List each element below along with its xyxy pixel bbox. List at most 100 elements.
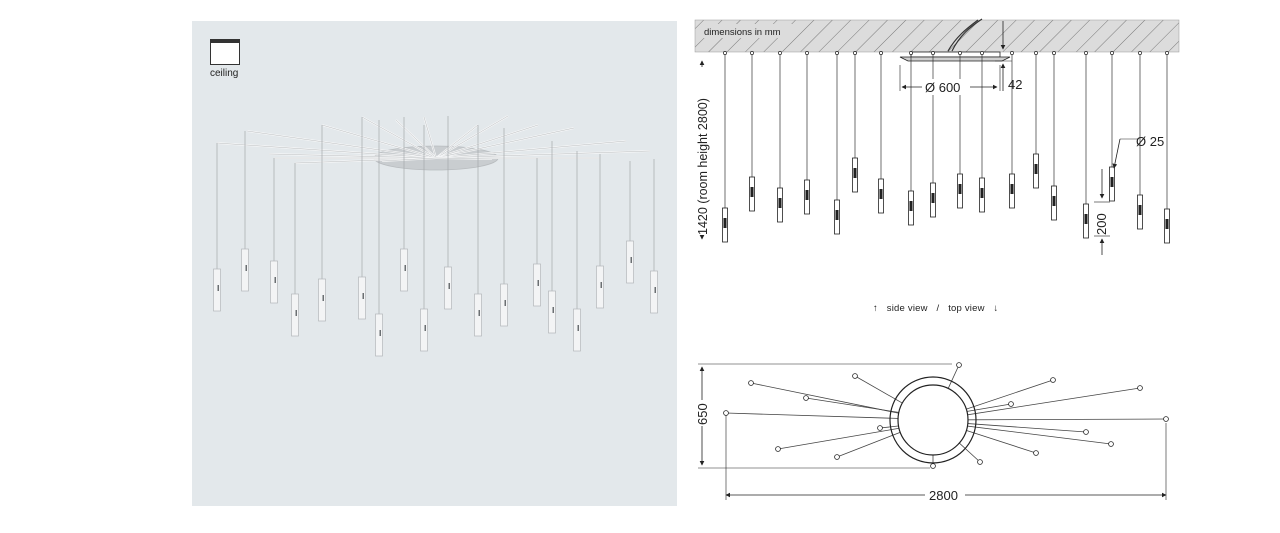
top-view-pendant-point [1008, 401, 1014, 407]
render-arm-edge [423, 116, 437, 159]
top-view-arm [939, 422, 1112, 445]
side-pendant-led [778, 198, 782, 208]
render-pendant-led [448, 283, 450, 289]
canopy-inner-ring [897, 384, 969, 456]
side-pendant-led [1034, 164, 1038, 174]
render-pendant-led [504, 300, 506, 306]
side-pendant-mount [958, 51, 962, 55]
top-view-pendant-point [877, 425, 883, 431]
top-view-pendant-point [834, 454, 840, 460]
top-view-label: top view [948, 303, 985, 314]
side-pendant-mount [1110, 51, 1114, 55]
side-pendant-mount [909, 51, 913, 55]
side-view-pendants [722, 51, 1170, 244]
ceiling-mount-badge: ceiling [210, 39, 240, 79]
ceiling-mount-label: ceiling [210, 68, 239, 79]
render-pendant [358, 276, 366, 320]
render-arm-edge [435, 140, 627, 159]
top-view-pendant-point [748, 380, 754, 386]
side-pendant-led [1165, 219, 1169, 229]
render-pendant-led [379, 330, 381, 336]
render-pendant [573, 308, 581, 352]
pendant-diameter-label: Ø 25 [1136, 134, 1164, 149]
top-view-pendant-point [1108, 441, 1114, 447]
side-pendant-mount [778, 51, 782, 55]
render-pendant [474, 293, 482, 337]
top-view-pendant-point [1033, 450, 1039, 456]
render-pendant [270, 260, 278, 304]
top-view-pendant-points [723, 362, 1169, 469]
canopy-side [899, 51, 1011, 62]
render-pendant-led [478, 310, 480, 316]
units-note-bg [700, 24, 792, 38]
render-arm-edge [435, 124, 539, 159]
render-arm-edge [268, 153, 437, 159]
side-pendant-led [980, 188, 984, 198]
render-pendant [444, 266, 452, 310]
render-arm-edge [435, 157, 493, 160]
top-view-pendant-point [930, 463, 936, 469]
power-cable [951, 18, 983, 52]
top-view-pendant-point [852, 373, 858, 379]
render-pendant-led [654, 287, 656, 293]
side-pendant-led [931, 193, 935, 203]
suspension-height-label: 1420 (room height 2800) [696, 98, 710, 235]
power-cable-2 [947, 19, 979, 52]
pendant-lamp-render [213, 115, 658, 357]
side-pendant-mount [931, 51, 935, 55]
render-pendant-led [600, 282, 602, 288]
top-length-label: 2800 [929, 488, 958, 503]
technical-drawing: dimensions in mm Ø 600 42 Ø 25 200 1420 … [694, 18, 1180, 503]
canopy-diameter-label: Ø 600 [925, 80, 960, 95]
render-pendant-led [424, 325, 426, 331]
canopy-height-label: 42 [1008, 77, 1022, 92]
render-pendant [291, 293, 299, 337]
top-view-pendant-point [1163, 416, 1169, 422]
side-pendant-led [1052, 196, 1056, 206]
side-pendant-mount [835, 51, 839, 55]
render-pendant [548, 290, 556, 334]
side-pendant-led [853, 168, 857, 178]
view-switch-caption: ↑ side view / top view ↓ [870, 303, 1001, 314]
render-arm-edge [246, 130, 437, 159]
render-pendant [650, 270, 658, 314]
render-pendant [213, 268, 221, 312]
top-view-pendant-point [977, 459, 983, 465]
render-arm-edge [435, 150, 651, 159]
side-view-label: side view [886, 303, 928, 314]
side-pendant-led [750, 187, 754, 197]
arrow-up-icon: ↑ [873, 303, 878, 314]
side-pendant-mount [723, 51, 727, 55]
render-pendant-led [404, 265, 406, 271]
side-pendant-led [723, 218, 727, 228]
render-pendant-led [245, 265, 247, 271]
render-pendant [596, 265, 604, 309]
side-pendant-led [1010, 184, 1014, 194]
side-pendant-mount [980, 51, 984, 55]
side-pendant-led [1110, 177, 1114, 187]
top-view-arm [953, 387, 1141, 418]
view-separator: / [936, 303, 940, 314]
render-arm-edge [395, 119, 437, 159]
top-view-pendant-point [1137, 385, 1143, 391]
top-view-pendant-point [723, 410, 729, 416]
units-note: dimensions in mm [704, 27, 781, 38]
side-pendant-mount [879, 51, 883, 55]
top-view-pendant-point [1050, 377, 1056, 383]
top-view-arm [952, 379, 1054, 415]
side-pendant-mount [1010, 51, 1014, 55]
side-pendant-mount [1165, 51, 1169, 55]
render-arm-edge [435, 124, 479, 159]
side-pendant-mount [1084, 51, 1088, 55]
ceiling-mount-icon [210, 39, 240, 65]
top-view-arm [939, 418, 1167, 421]
top-view-pendant-point [1083, 429, 1089, 435]
side-pendant-led [835, 210, 839, 220]
render-arm-edge [216, 142, 437, 159]
render-pendant [375, 313, 383, 357]
side-pendant-led [958, 184, 962, 194]
side-pendant-mount [750, 51, 754, 55]
render-pendant-led [274, 277, 276, 283]
top-view-arm [725, 412, 927, 420]
render-pendant-led [295, 310, 297, 316]
